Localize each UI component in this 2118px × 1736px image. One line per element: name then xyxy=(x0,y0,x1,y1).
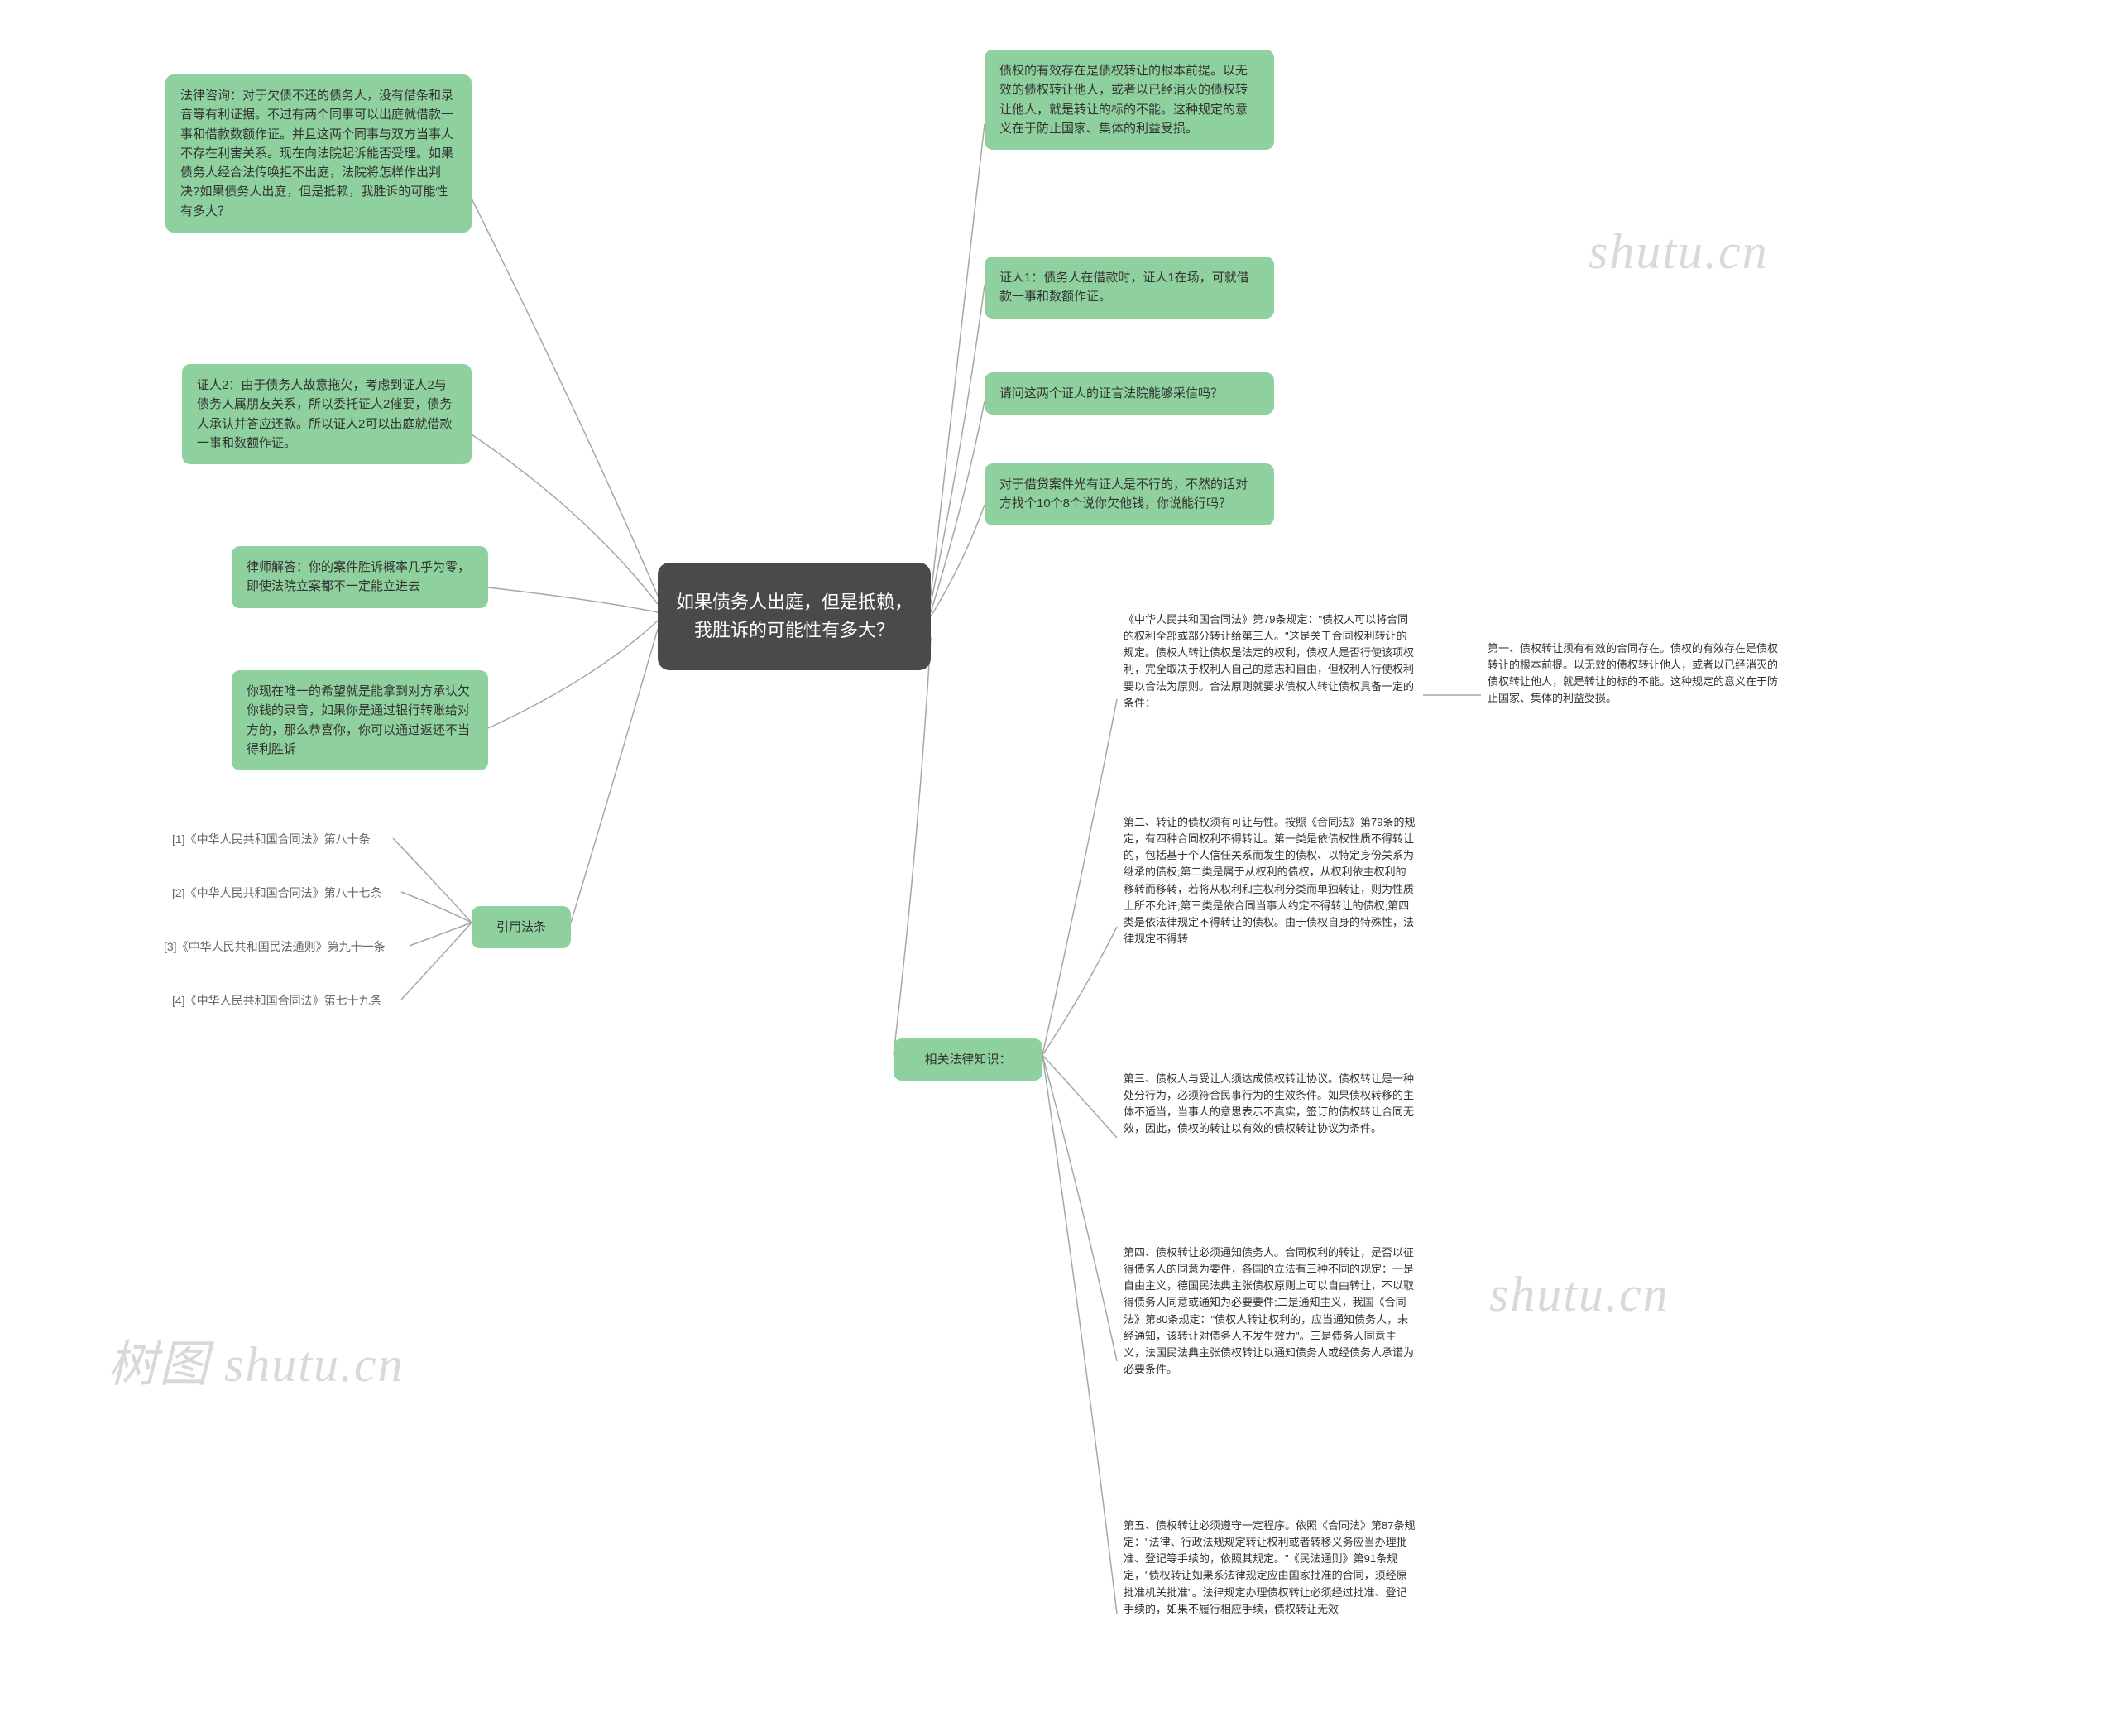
right-node-credit-valid: 债权的有效存在是债权转让的根本前提。以无效的债权转让他人，或者以已经消灭的债权转… xyxy=(985,50,1274,150)
legal-item-5: 第五、债权转让必须遵守一定程序。依照《合同法》第87条规定："法律、行政法规规定… xyxy=(1117,1514,1423,1621)
cited-law-label: 引用法条 xyxy=(472,906,571,948)
cited-law-item-2: [2]《中华人民共和国合同法》第八十七条 xyxy=(165,881,389,906)
watermark-1: shutu.cn xyxy=(1588,223,1769,281)
legal-item-4: 第四、债权转让必须通知债务人。合同权利的转让，是否以征得债务人的同意为要件，各国… xyxy=(1117,1241,1423,1381)
right-node-question-admit: 请问这两个证人的证言法院能够采信吗？ xyxy=(985,372,1274,415)
left-node-consultation: 法律咨询：对于欠债不还的债务人，没有借条和录音等有利证据。不过有两个同事可以出庭… xyxy=(165,74,472,233)
legal-item-3: 第三、债权人与受让人须达成债权转让协议。债权转让是一种处分行为，必须符合民事行为… xyxy=(1117,1067,1423,1141)
cited-law-item-3: [3]《中华人民共和国民法通则》第九十一条 xyxy=(157,935,392,960)
watermark-3: shutu.cn xyxy=(1489,1266,1670,1323)
right-node-loan-witness: 对于借贷案件光有证人是不行的，不然的话对方找个10个8个说你欠他钱，你说能行吗？ xyxy=(985,463,1274,525)
left-node-witness2: 证人2：由于债务人故意拖欠，考虑到证人2与债务人属朋友关系，所以委托证人2催要，… xyxy=(182,364,472,464)
watermark-2: 树图 shutu.cn xyxy=(108,1324,405,1396)
center-node: 如果债务人出庭，但是抵赖，我胜诉的可能性有多大？ xyxy=(658,563,931,670)
right-node-witness1: 证人1：债务人在借款时，证人1在场，可就借款一事和数额作证。 xyxy=(985,257,1274,319)
left-node-hope: 你现在唯一的希望就是能拿到对方承认欠你钱的录音，如果你是通过银行转账给对方的，那… xyxy=(232,670,488,770)
legal-item-2: 第二、转让的债权须有可让与性。按照《合同法》第79条的规定，有四种合同权利不得转… xyxy=(1117,811,1423,951)
cited-law-item-1: [1]《中华人民共和国合同法》第八十条 xyxy=(165,827,377,852)
legal-item-1: 《中华人民共和国合同法》第79条规定："债权人可以将合同的权利全部或部分转让给第… xyxy=(1117,608,1423,715)
legal-knowledge-label: 相关法律知识： xyxy=(894,1038,1042,1081)
left-node-lawyer-answer: 律师解答：你的案件胜诉概率几乎为零，即使法院立案都不一定能立进去 xyxy=(232,546,488,608)
legal-item-1-child: 第一、债权转让须有有效的合同存在。债权的有效存在是债权转让的根本前提。以无效的债… xyxy=(1481,637,1787,711)
cited-law-item-4: [4]《中华人民共和国合同法》第七十九条 xyxy=(165,989,389,1014)
